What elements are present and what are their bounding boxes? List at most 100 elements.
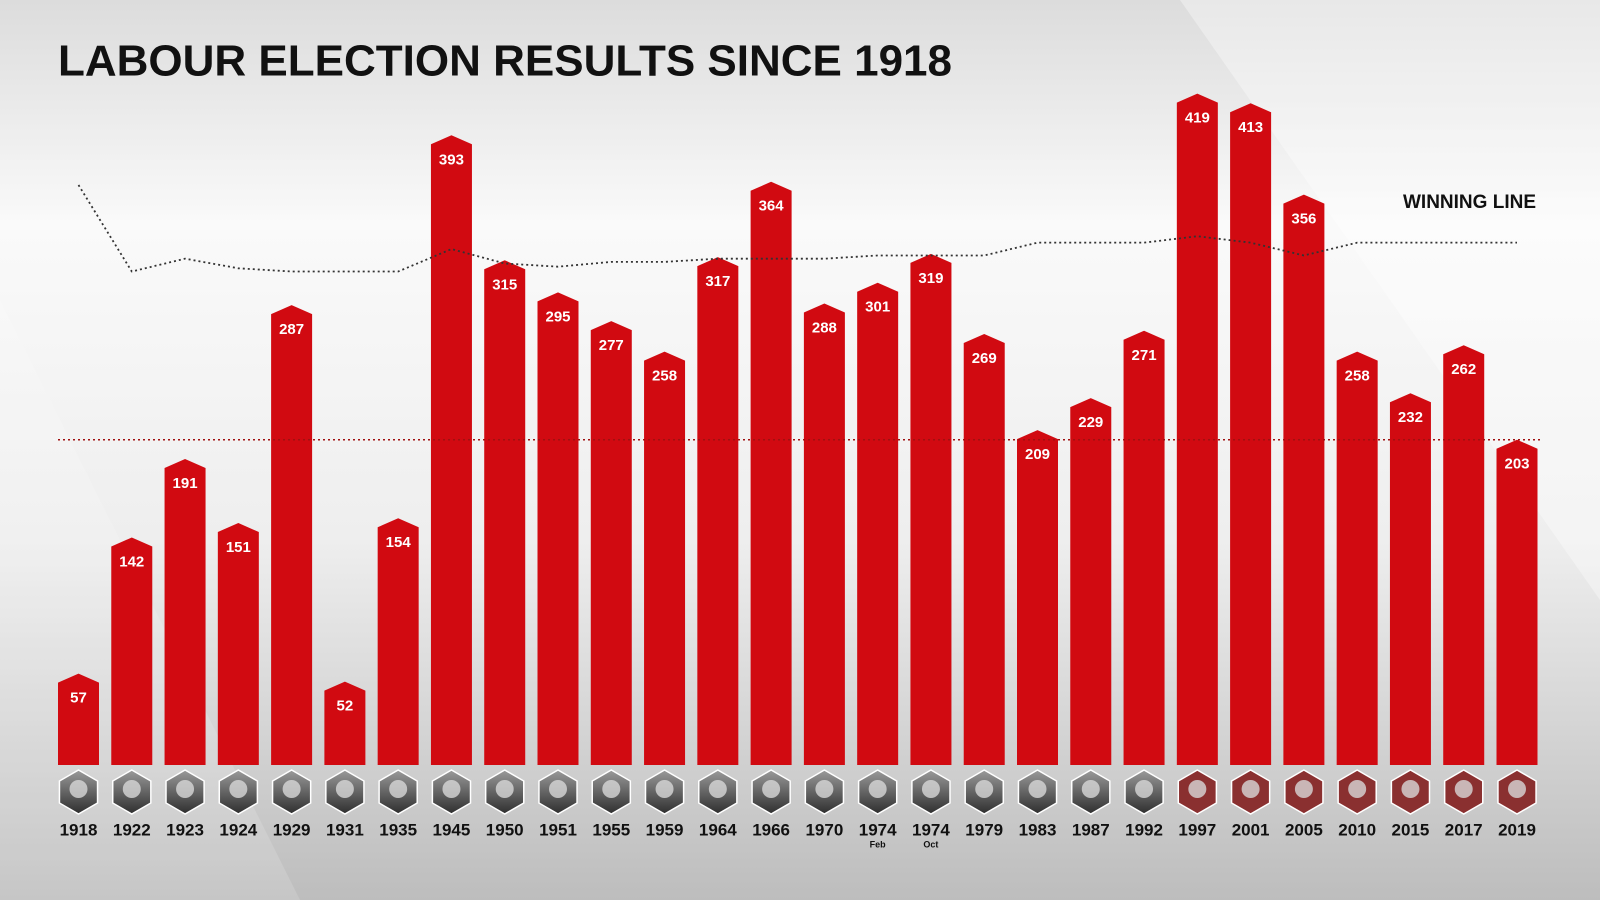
bar <box>1496 439 1538 765</box>
value-label: 142 <box>119 553 144 570</box>
portrait-face <box>815 780 834 798</box>
value-label: 258 <box>1345 368 1370 385</box>
x-tick-label: 1955 <box>592 820 630 839</box>
bar <box>803 303 845 765</box>
portrait-face <box>389 780 408 798</box>
portrait-face <box>69 780 88 798</box>
value-label: 232 <box>1398 409 1423 426</box>
bar <box>1389 393 1431 765</box>
value-label: 288 <box>812 320 837 337</box>
x-tick-label: 1931 <box>326 820 364 839</box>
value-label: 419 <box>1185 110 1210 127</box>
portrait-face <box>975 780 994 798</box>
value-label: 269 <box>972 350 997 367</box>
value-label: 262 <box>1451 361 1476 378</box>
x-tick-label: 1970 <box>805 820 843 839</box>
value-label: 258 <box>652 368 677 385</box>
portrait-face <box>1188 780 1207 798</box>
x-tick-label: 2015 <box>1392 820 1430 839</box>
portrait-face <box>335 780 354 798</box>
value-label: 203 <box>1504 456 1529 473</box>
x-tick-label: 1997 <box>1178 820 1216 839</box>
value-label: 52 <box>337 698 354 715</box>
x-tick-label: 1950 <box>486 820 524 839</box>
x-tick-label: 1922 <box>113 820 151 839</box>
value-label: 151 <box>226 539 251 556</box>
x-tick-note: Feb <box>870 839 887 849</box>
chart-title: LABOUR ELECTION RESULTS SINCE 1918 <box>58 37 952 86</box>
x-tick-label: 1918 <box>60 820 98 839</box>
portrait-face <box>655 780 674 798</box>
x-tick-label: 1945 <box>433 820 471 839</box>
bar <box>271 305 313 765</box>
x-tick-label: 2005 <box>1285 820 1323 839</box>
bar <box>377 518 419 765</box>
portrait-face <box>122 780 141 798</box>
bar <box>963 333 1005 765</box>
x-tick-label: 2017 <box>1445 820 1483 839</box>
background-shape <box>1180 0 1600 600</box>
winning-line-label: WINNING LINE <box>1403 192 1536 213</box>
x-tick-label: 1987 <box>1072 820 1110 839</box>
x-tick-label: 1929 <box>273 820 311 839</box>
portrait-face <box>1081 780 1100 798</box>
x-tick-label: 1974 <box>912 820 950 839</box>
value-label: 319 <box>918 270 943 287</box>
x-tick-note: Oct <box>923 839 938 849</box>
bar <box>1443 345 1485 765</box>
bar <box>1176 93 1218 766</box>
x-tick-label: 1935 <box>379 820 417 839</box>
portrait-face <box>1241 780 1260 798</box>
bar <box>1017 430 1058 765</box>
value-label: 287 <box>279 321 304 338</box>
portrait-face <box>1028 780 1047 798</box>
portrait-face <box>495 780 514 798</box>
portrait-face <box>1135 780 1154 798</box>
portrait-face <box>1508 780 1526 798</box>
portrait-face <box>602 780 621 798</box>
value-label: 315 <box>492 276 517 293</box>
portrait-face <box>282 780 301 798</box>
x-tick-label: 2010 <box>1338 820 1376 839</box>
value-label: 295 <box>545 308 570 325</box>
portrait-face <box>762 780 781 798</box>
portrait-face <box>1348 780 1367 798</box>
bar <box>484 260 526 765</box>
portrait-face <box>1401 780 1420 798</box>
bar <box>1336 351 1378 765</box>
portrait-face <box>176 780 195 798</box>
portrait-face <box>229 780 248 798</box>
bar <box>1283 194 1325 765</box>
bar <box>857 282 899 765</box>
value-label: 277 <box>599 337 624 354</box>
bar <box>537 292 579 765</box>
bar <box>324 681 366 765</box>
x-tick-label: 2001 <box>1232 820 1270 839</box>
bar <box>1070 398 1112 765</box>
bar <box>1230 103 1272 766</box>
portrait-face <box>921 780 940 798</box>
value-label: 57 <box>70 690 87 707</box>
portrait-face <box>1294 780 1313 798</box>
value-label: 413 <box>1238 119 1263 136</box>
bar <box>58 673 99 765</box>
x-tick-label: 1966 <box>752 820 790 839</box>
value-label: 191 <box>173 475 198 492</box>
portrait-face <box>1454 780 1473 798</box>
value-label: 364 <box>759 198 785 215</box>
bar <box>750 181 792 766</box>
value-label: 356 <box>1291 211 1316 228</box>
portrait-face <box>708 780 727 798</box>
bar <box>1123 330 1165 765</box>
value-label: 209 <box>1025 446 1050 463</box>
x-tick-label: 2019 <box>1498 820 1536 839</box>
value-label: 301 <box>865 299 890 316</box>
winning-line <box>77 184 1517 273</box>
portrait-face <box>549 780 567 798</box>
bar <box>697 257 739 765</box>
bar <box>111 537 153 765</box>
portrait-face <box>442 780 461 798</box>
bar <box>430 135 472 765</box>
